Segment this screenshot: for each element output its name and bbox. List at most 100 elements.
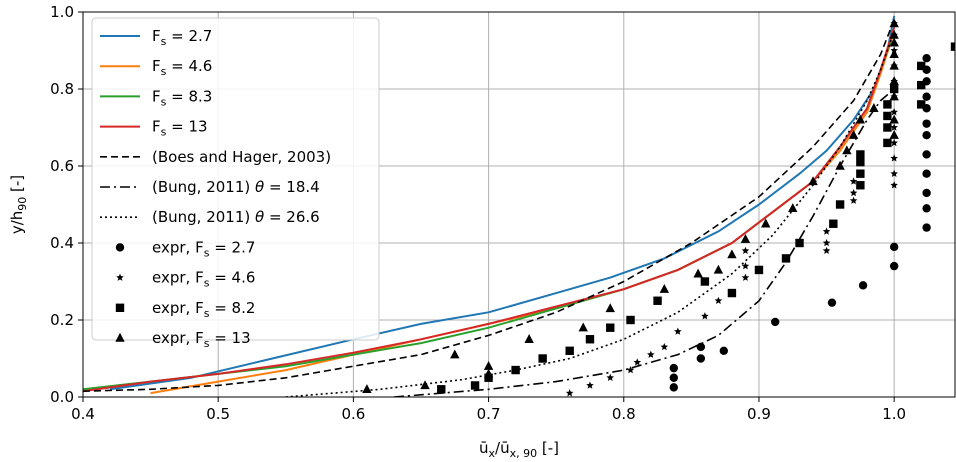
data-point	[761, 218, 771, 228]
data-point	[669, 383, 678, 392]
data-point	[808, 176, 818, 186]
legend-item: expr, Fs​ = 8.2	[115, 299, 255, 320]
legend-item: Fs​ = 4.6	[100, 57, 212, 78]
data-point	[890, 181, 898, 189]
legend-item: (Bung, 2011) θ = 26.6	[100, 208, 320, 226]
data-point	[693, 268, 703, 278]
series-layer	[83, 15, 955, 397]
data-point	[883, 100, 892, 109]
data-point	[483, 361, 494, 370]
series-line	[109, 15, 896, 391]
legend-item: expr, Fs​ = 4.6	[116, 269, 255, 290]
data-point	[822, 227, 831, 235]
data-point	[889, 114, 899, 124]
data-point	[565, 346, 574, 355]
legend-item: Fs​ = 8.3	[100, 87, 212, 108]
data-point	[829, 219, 838, 228]
legend-box	[91, 17, 380, 341]
legend-item: (Bung, 2011) θ = 18.4	[100, 178, 320, 196]
data-point	[855, 114, 866, 124]
data-point	[890, 169, 898, 177]
data-point	[889, 91, 899, 101]
legend-item: Fs​ = 2.7	[100, 27, 212, 48]
series-5	[393, 88, 895, 397]
data-point	[889, 242, 899, 252]
data-point	[835, 160, 845, 170]
data-point	[788, 203, 798, 213]
data-point	[922, 188, 931, 198]
legend-marker	[115, 303, 125, 312]
series-6	[285, 31, 895, 397]
data-point	[578, 322, 588, 332]
series-line	[83, 27, 896, 393]
data-point	[835, 200, 845, 209]
y-tick-label: 0.2	[50, 311, 74, 329]
data-point	[922, 92, 931, 101]
data-point	[470, 381, 480, 390]
legend-item: expr, Fs​ = 13	[115, 329, 251, 350]
data-point	[922, 131, 931, 140]
data-point	[856, 181, 865, 190]
data-point	[719, 346, 729, 355]
y-tick-label: 0.6	[50, 157, 74, 175]
x-tick-label: 0.8	[612, 405, 636, 423]
data-point	[450, 349, 460, 359]
data-point	[922, 204, 931, 213]
data-point	[606, 323, 615, 332]
data-point	[889, 37, 899, 47]
legend-item: expr, Fs​ = 2.7	[115, 238, 255, 259]
data-point	[822, 239, 831, 247]
data-point	[669, 363, 678, 373]
data-point	[889, 84, 899, 94]
data-point	[889, 60, 899, 70]
legend-label: (Boes and Hager, 2003)	[152, 148, 331, 166]
data-point	[848, 130, 859, 139]
y-tick-label: 0.4	[50, 234, 74, 252]
data-point	[538, 354, 547, 363]
data-point	[696, 342, 706, 352]
y-tick-label: 0.8	[50, 80, 74, 98]
data-point	[890, 154, 898, 162]
series-line	[393, 88, 895, 397]
legend-label: expr, Fs​ = 4.6	[152, 269, 255, 290]
legend-label: Fs​ = 2.7	[152, 27, 212, 48]
data-point	[727, 249, 737, 259]
data-point	[849, 177, 858, 185]
legend-marker	[115, 243, 125, 252]
data-point	[917, 80, 926, 90]
series-8	[565, 19, 898, 397]
data-point	[883, 123, 892, 132]
data-point	[713, 264, 724, 274]
x-tick-label: 0.5	[206, 405, 230, 423]
data-point	[585, 335, 595, 344]
data-point	[741, 262, 750, 270]
data-point	[849, 188, 858, 197]
data-point	[420, 380, 430, 390]
series-9	[437, 42, 955, 394]
data-point	[856, 157, 865, 167]
data-point	[484, 373, 493, 382]
series-7	[669, 54, 931, 392]
data-point	[883, 111, 892, 121]
data-point	[362, 384, 372, 393]
data-point	[659, 284, 670, 293]
data-point	[714, 296, 723, 304]
series-10	[362, 18, 899, 393]
legend-item: Fs​ = 13	[100, 118, 208, 139]
x-tick-label: 0.4	[71, 405, 95, 423]
data-point	[741, 273, 750, 281]
data-point	[633, 358, 642, 366]
x-axis-label: ūx​/ūx, 90​ [-]	[479, 439, 559, 460]
data-point	[524, 334, 534, 343]
data-point	[606, 373, 615, 381]
x-tick-label: 0.7	[477, 405, 501, 423]
data-point	[917, 61, 926, 71]
series-4	[83, 19, 895, 392]
data-point	[741, 246, 750, 254]
plot-frame	[82, 11, 956, 398]
data-point	[696, 354, 706, 363]
data-point	[890, 123, 898, 131]
series-0	[109, 15, 896, 391]
ticks: 0.4 0.5 0.6 0.7 0.8 0.9 1.0 0.0 0.2 0.4 0.6 0.8 1.0	[50, 3, 906, 423]
